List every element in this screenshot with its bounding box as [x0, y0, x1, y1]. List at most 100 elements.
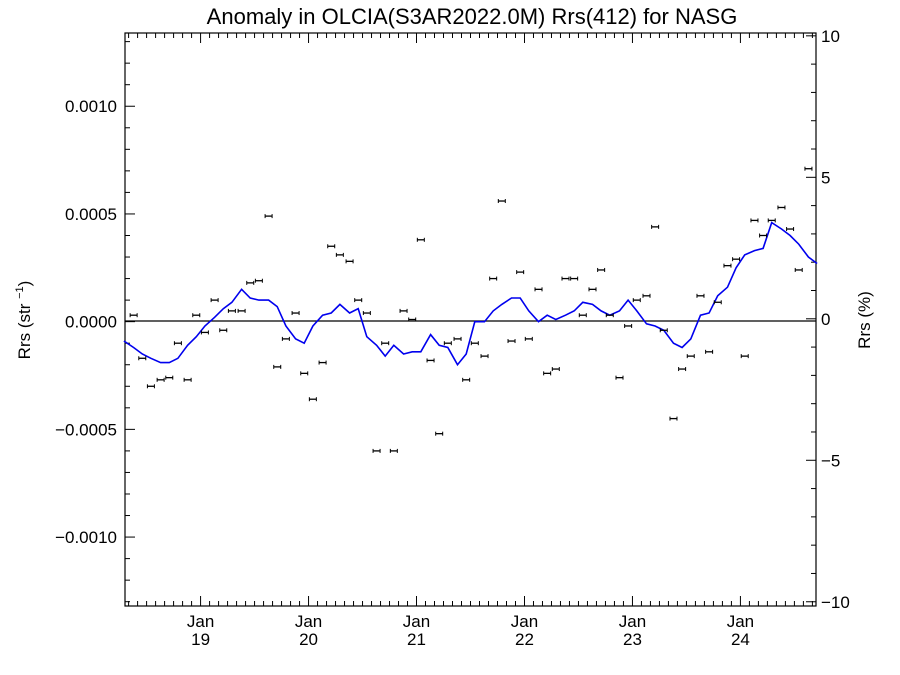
plot-area	[124, 32, 817, 607]
data-point	[651, 224, 660, 229]
right-tick-label: −10	[821, 593, 850, 612]
left-axis: 0.0010 0.0005 0.0000 −0.0005 −0.0010	[55, 41, 135, 603]
ylabel-left-suffix: )	[15, 281, 34, 287]
data-point	[588, 287, 597, 292]
left-tick-label: −0.0005	[55, 420, 117, 439]
data-point	[335, 252, 344, 257]
data-point	[246, 280, 255, 285]
data-point	[227, 308, 236, 313]
data-point	[129, 313, 138, 318]
data-point	[156, 377, 165, 382]
left-tick-label: 0.0010	[65, 97, 117, 116]
x-tick-month-label: Jan	[511, 612, 538, 631]
data-point	[426, 358, 435, 363]
ylabel-left-text: Rrs (str	[15, 303, 34, 359]
data-point	[489, 276, 498, 281]
right-axis: 10 5 0 −5 −10	[806, 27, 850, 612]
data-point	[777, 205, 786, 210]
data-point	[300, 371, 309, 376]
data-point	[291, 311, 300, 316]
data-point	[399, 308, 408, 313]
data-point	[254, 278, 263, 283]
data-point	[686, 354, 695, 359]
data-point	[659, 328, 668, 333]
plot-frame	[124, 32, 817, 607]
data-point	[615, 375, 624, 380]
data-point	[794, 267, 803, 272]
left-tick-label: −0.0010	[55, 528, 117, 547]
data-point	[389, 448, 398, 453]
y-axis-label-right: Rrs (%)	[855, 291, 874, 349]
data-point	[173, 341, 182, 346]
x-tick-year-label: 19	[191, 630, 210, 649]
data-point	[705, 349, 714, 354]
data-point	[345, 259, 354, 264]
data-point	[210, 298, 219, 303]
data-point	[470, 341, 479, 346]
data-point	[561, 276, 570, 281]
data-point	[624, 323, 633, 328]
data-point	[453, 336, 462, 341]
left-tick-label: 0.0005	[65, 205, 117, 224]
data-point	[462, 377, 471, 382]
data-point	[507, 339, 516, 344]
x-tick-month-label: Jan	[619, 612, 646, 631]
data-point	[543, 371, 552, 376]
data-point	[516, 270, 525, 275]
data-point	[138, 356, 147, 361]
data-point	[408, 317, 417, 322]
x-tick-year-label: 23	[623, 630, 642, 649]
data-point	[273, 364, 282, 369]
data-point	[281, 336, 290, 341]
data-point	[605, 313, 614, 318]
data-point	[524, 336, 533, 341]
data-point	[443, 341, 452, 346]
data-point	[308, 397, 317, 402]
data-point	[480, 354, 489, 359]
data-point	[372, 448, 381, 453]
data-point	[713, 300, 722, 305]
data-point	[381, 341, 390, 346]
x-tick-year-label: 20	[299, 630, 318, 649]
right-tick-label: −5	[821, 451, 840, 470]
data-point	[183, 377, 192, 382]
x-tick-year-label: 24	[731, 630, 750, 649]
right-tick-label: 5	[821, 168, 830, 187]
data-point	[435, 431, 444, 436]
data-point	[354, 298, 363, 303]
data-point	[264, 214, 273, 219]
data-point	[750, 218, 759, 223]
x-tick-year-label: 21	[407, 630, 426, 649]
series-points	[129, 166, 813, 453]
data-point	[534, 287, 543, 292]
data-point	[416, 237, 425, 242]
data-point	[804, 166, 813, 171]
data-point	[597, 267, 606, 272]
data-point	[318, 360, 327, 365]
data-point	[732, 257, 741, 262]
data-point	[669, 416, 678, 421]
data-point	[696, 293, 705, 298]
data-point	[578, 313, 587, 318]
data-point	[192, 313, 201, 318]
right-tick-label: 10	[821, 27, 840, 46]
y-axis-label-left: Rrs (str −1)	[14, 281, 34, 360]
x-tick-year-label: 22	[515, 630, 534, 649]
x-tick-month-label: Jan	[727, 612, 754, 631]
data-point	[200, 330, 209, 335]
x-tick-month-label: Jan	[187, 612, 214, 631]
x-tick-month-label: Jan	[403, 612, 430, 631]
running-mean-line	[123, 221, 818, 367]
data-point	[146, 384, 155, 389]
data-point	[767, 218, 776, 223]
data-point	[786, 227, 795, 232]
left-tick-label: 0.0000	[65, 313, 117, 332]
data-point	[678, 367, 687, 372]
data-point	[632, 298, 641, 303]
data-point	[740, 354, 749, 359]
data-point	[237, 308, 246, 313]
x-tick-month-label: Jan	[295, 612, 322, 631]
data-point	[165, 375, 174, 380]
